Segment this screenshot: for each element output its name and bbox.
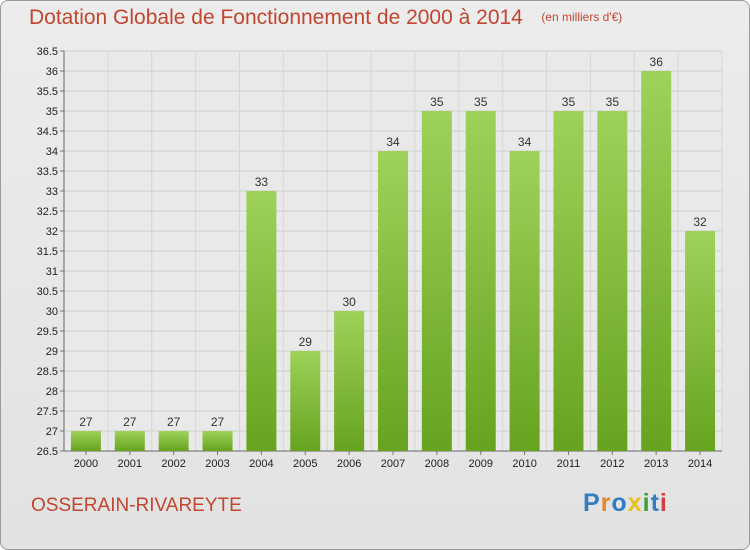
y-tick-label: 30 xyxy=(46,306,58,318)
y-tick-label: 32.5 xyxy=(37,206,58,218)
bar-2007 xyxy=(378,151,408,451)
x-tick-label-2000: 2000 xyxy=(74,458,98,470)
data-label-2005: 29 xyxy=(299,335,313,349)
x-tick-label-2012: 2012 xyxy=(600,458,624,470)
logo-letter: P xyxy=(583,489,601,517)
data-label-2000: 27 xyxy=(79,415,93,429)
y-tick-label: 27.5 xyxy=(37,406,58,418)
logo-letter: x xyxy=(627,489,643,517)
chart-unit-note: (en milliers d'€) xyxy=(541,10,623,24)
x-tick-label-2007: 2007 xyxy=(381,458,405,470)
bar-2005 xyxy=(290,351,321,451)
y-tick-label: 34 xyxy=(46,146,58,158)
bar-2006 xyxy=(334,311,365,451)
labels: 26.5 27 27.5 28 28.5 29 29.5 30 30.5 31 31.5 32 32.5… xyxy=(37,46,713,470)
y-tick-label: 33 xyxy=(46,186,58,198)
x-tick-label-2011: 2011 xyxy=(557,458,581,470)
y-tick-label: 28 xyxy=(46,386,58,398)
y-tick-label: 36.5 xyxy=(37,46,58,58)
data-label-2011: 35 xyxy=(562,95,576,109)
bar-2002 xyxy=(158,431,189,451)
data-label-2001: 27 xyxy=(123,415,137,429)
y-tick-label: 26.5 xyxy=(37,446,58,458)
bars xyxy=(70,71,716,451)
commune-name: OSSERAIN-RIVAREYTE xyxy=(31,495,242,516)
y-tick-label: 35.5 xyxy=(37,86,58,98)
proxiti-logo: Proxiti xyxy=(583,489,668,518)
bar-2003 xyxy=(202,431,233,451)
data-label-2004: 33 xyxy=(255,175,269,189)
chart-title: Dotation Globale de Fonctionnement de 20… xyxy=(29,6,523,29)
y-tick-label: 35 xyxy=(46,106,58,118)
x-tick-label-2002: 2002 xyxy=(161,458,185,470)
x-tick-label-2003: 2003 xyxy=(205,458,229,470)
bar-2009 xyxy=(465,111,496,451)
x-tick-label-2005: 2005 xyxy=(293,458,317,470)
x-tick-label-2013: 2013 xyxy=(644,458,668,470)
data-label-2014: 32 xyxy=(693,215,707,229)
y-tick-label: 29.5 xyxy=(37,326,58,338)
logo-letter: i xyxy=(659,489,668,517)
y-tick-label: 28.5 xyxy=(37,366,58,378)
x-tick-label-2001: 2001 xyxy=(118,458,142,470)
logo-letter: i xyxy=(642,489,651,517)
bar-2000 xyxy=(70,431,101,451)
y-tick-label: 34.5 xyxy=(37,126,58,138)
y-tick-label: 31.5 xyxy=(37,246,58,258)
data-label-2012: 35 xyxy=(606,95,620,109)
bar-2004 xyxy=(246,191,277,451)
data-label-2002: 27 xyxy=(167,415,181,429)
data-label-2003: 27 xyxy=(211,415,225,429)
bar-2014 xyxy=(685,231,716,451)
x-tick-label-2008: 2008 xyxy=(425,458,449,470)
y-tick-label: 30.5 xyxy=(37,286,58,298)
logo-letter: r xyxy=(600,489,612,517)
y-tick-label: 29 xyxy=(46,346,58,358)
bar-2010 xyxy=(509,151,540,451)
logo-letter: t xyxy=(650,489,660,517)
bar-2011 xyxy=(553,111,584,451)
y-tick-label: 36 xyxy=(46,66,58,78)
y-tick-label: 33.5 xyxy=(37,166,58,178)
data-label-2009: 35 xyxy=(474,95,488,109)
data-label-2010: 34 xyxy=(518,135,532,149)
x-tick-label-2014: 2014 xyxy=(688,458,712,470)
x-tick-label-2009: 2009 xyxy=(468,458,492,470)
y-tick-label: 31 xyxy=(46,266,58,278)
y-tick-label: 32 xyxy=(46,226,58,238)
data-label-2007: 34 xyxy=(386,135,400,149)
x-tick-label-2004: 2004 xyxy=(249,458,273,470)
logo-letter: o xyxy=(611,489,628,517)
data-label-2008: 35 xyxy=(430,95,444,109)
bar-2013 xyxy=(641,71,672,451)
data-label-2013: 36 xyxy=(650,55,664,69)
bar-2008 xyxy=(421,111,452,451)
x-tick-label-2006: 2006 xyxy=(337,458,361,470)
bar-2001 xyxy=(114,431,145,451)
y-tick-label: 27 xyxy=(46,426,58,438)
x-tick-label-2010: 2010 xyxy=(512,458,536,470)
data-label-2006: 30 xyxy=(342,295,356,309)
title-row: Dotation Globale de Fonctionnement de 20… xyxy=(29,6,622,30)
bar-2012 xyxy=(597,111,628,451)
